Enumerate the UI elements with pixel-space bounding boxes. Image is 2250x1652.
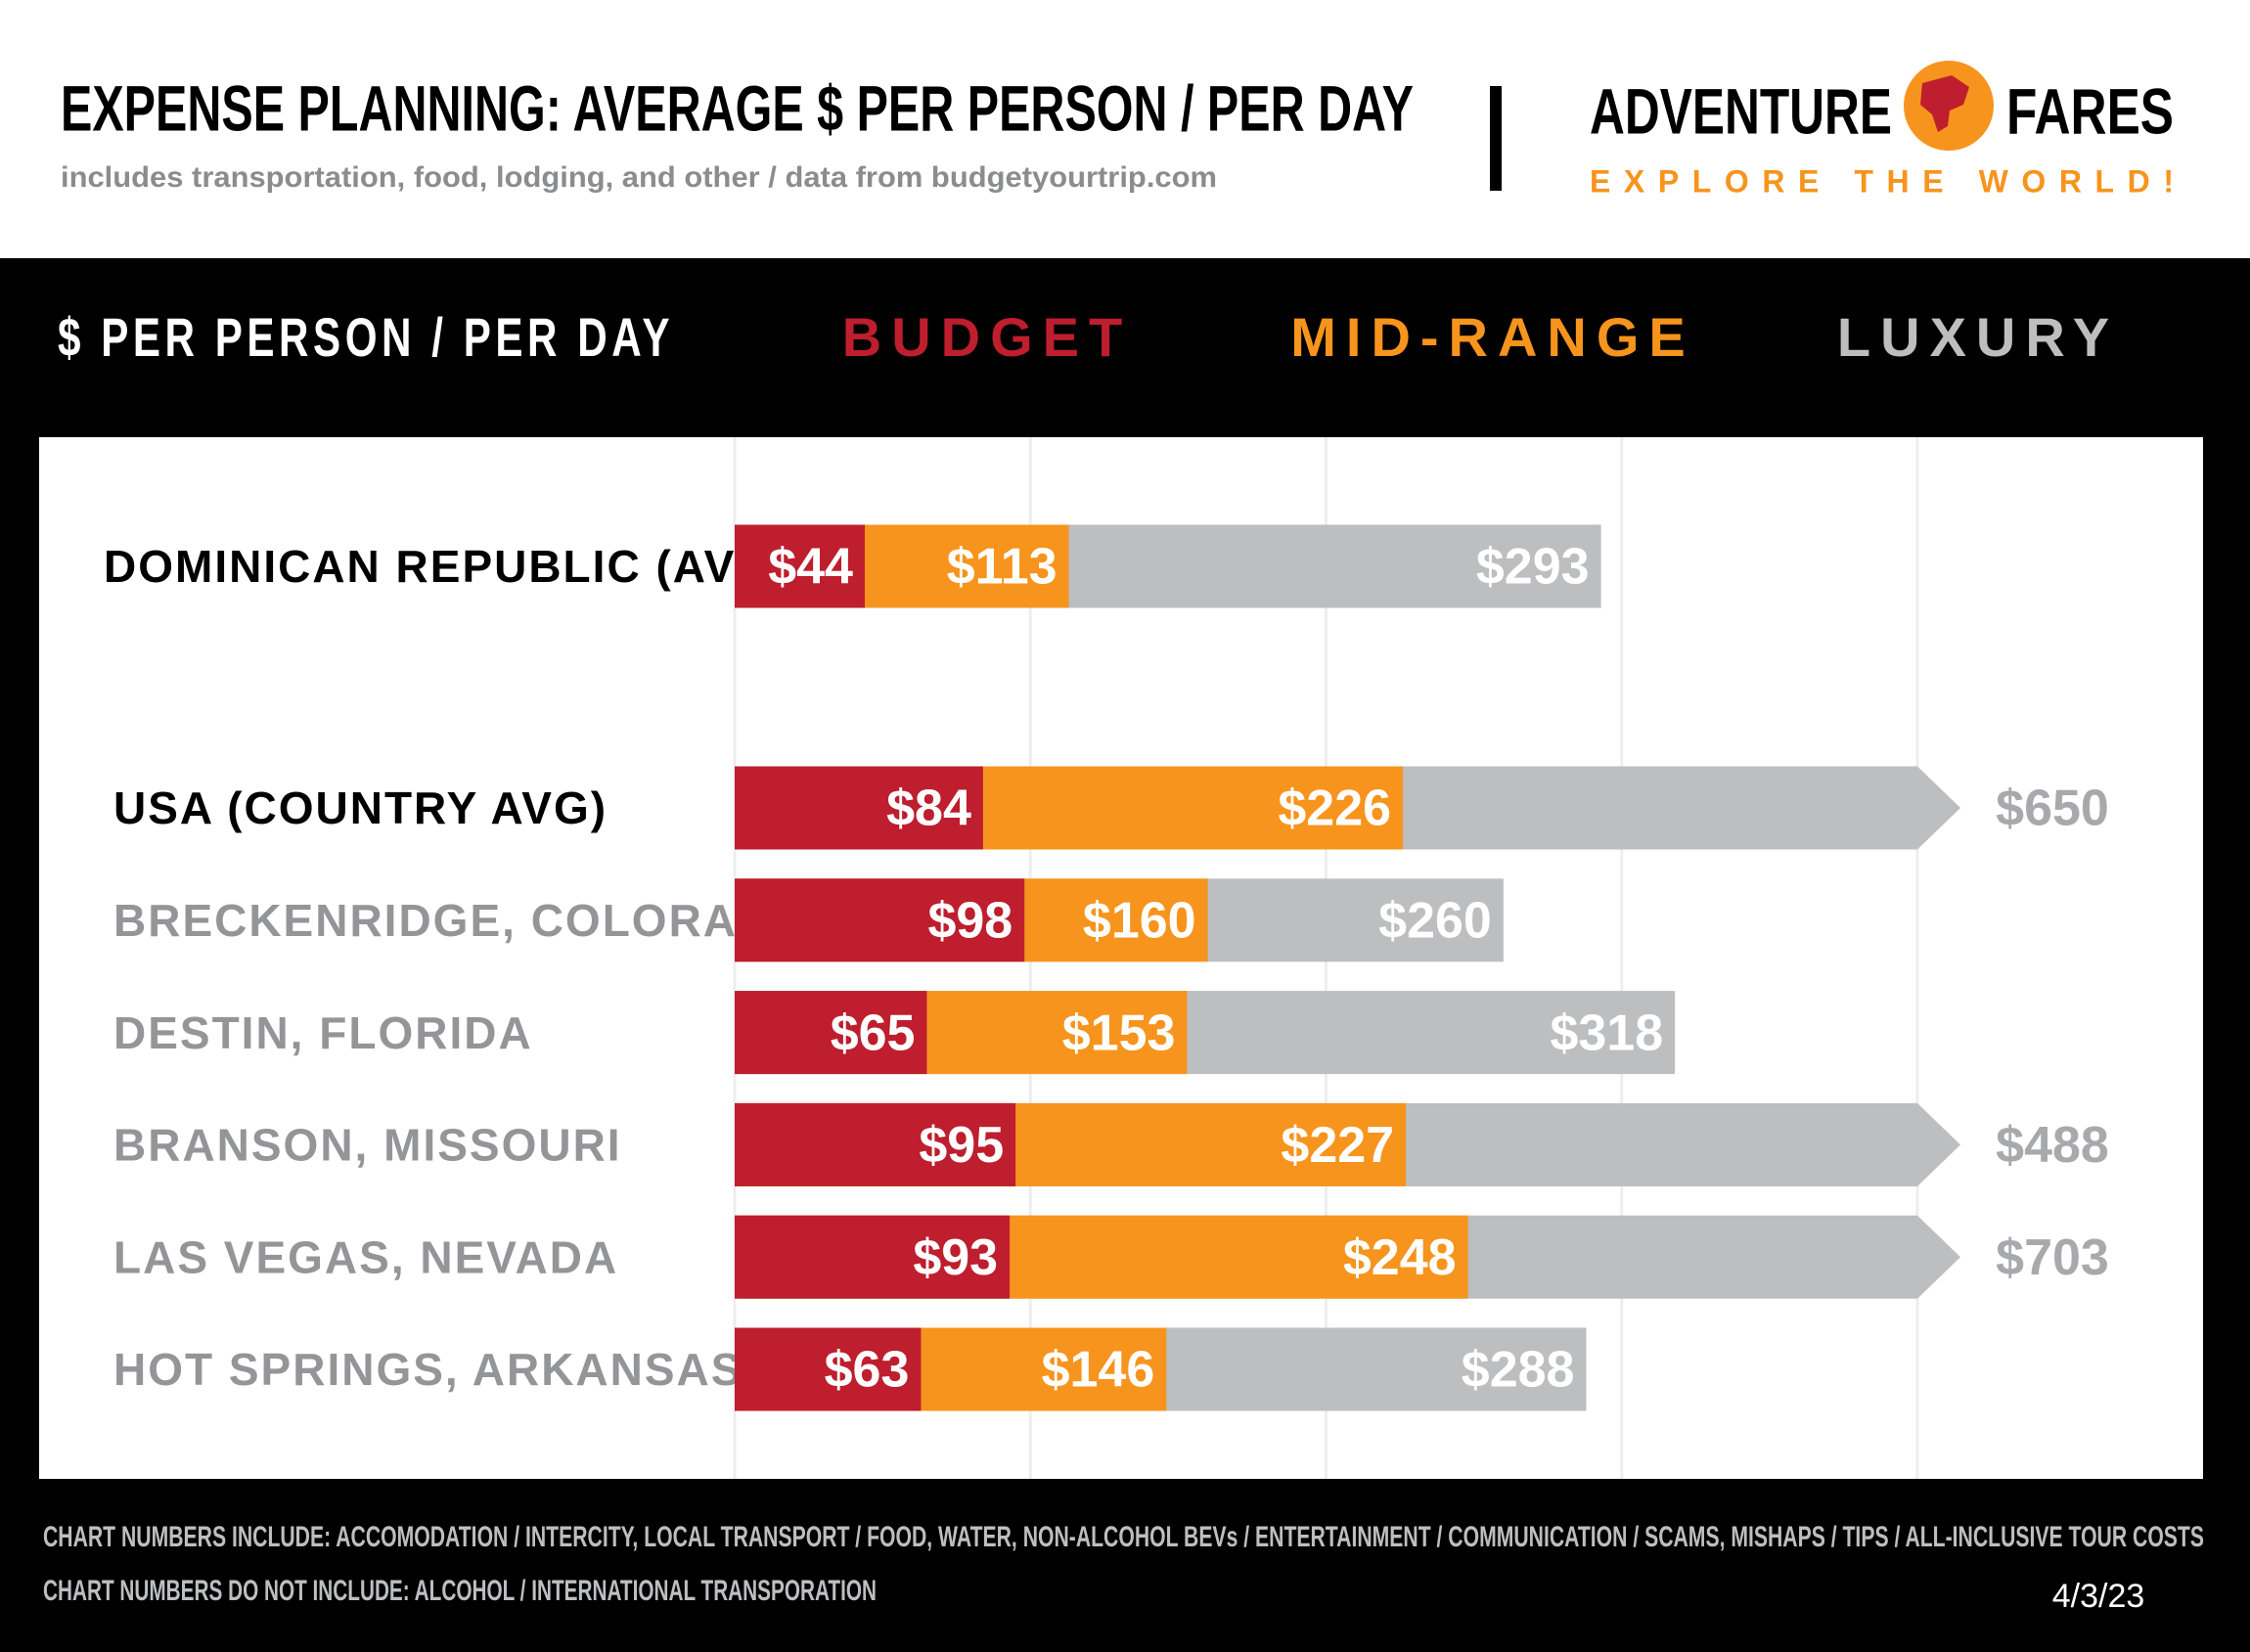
category-label: LAS VEGAS, NEVADA (113, 1231, 618, 1282)
divider (1490, 86, 1502, 191)
brand-right: FARES (2006, 74, 2174, 147)
category-label: BRANSON, MISSOURI (113, 1120, 622, 1171)
value-label: $93 (913, 1229, 998, 1286)
chart-subtitle: includes transportation, food, lodging, … (61, 161, 1217, 194)
category-label: DESTIN, FLORIDA (113, 1007, 533, 1058)
footnote: CHART NUMBERS INCLUDE: ACCOMODATION / IN… (43, 1521, 2204, 1553)
bar (735, 1215, 1011, 1299)
value-label: $650 (1996, 781, 2109, 837)
brand-left: ADVENTURE (1590, 74, 1892, 147)
date: 4/3/23 (2052, 1578, 2145, 1615)
category-label: BRECKENRIDGE, COLORADO (113, 895, 809, 946)
header-background (0, 0, 2250, 258)
value-label: $160 (1083, 893, 1196, 950)
bar (735, 524, 865, 608)
legend-entry: LUXURY (1837, 306, 2119, 368)
category-label: HOT SPRINGS, ARKANSAS (113, 1344, 742, 1395)
value-label: $226 (1278, 781, 1391, 837)
value-label: $63 (825, 1342, 910, 1399)
value-label: $318 (1550, 1005, 1663, 1061)
value-label: $146 (1042, 1342, 1155, 1399)
overflow-arrow (1917, 1102, 1960, 1186)
legend-entry: BUDGET (842, 306, 1132, 368)
value-label: $95 (919, 1117, 1004, 1174)
bar (735, 1102, 1016, 1186)
category-label: DOMINICAN REPUBLIC (AVG) (104, 541, 789, 592)
bar (735, 766, 983, 850)
value-label: $293 (1476, 539, 1590, 596)
footnote: CHART NUMBERS DO NOT INCLUDE: ALCOHOL / … (43, 1575, 877, 1607)
overflow-arrow (1917, 1215, 1960, 1299)
overflow-arrow (1917, 766, 1960, 850)
value-label: $84 (886, 781, 971, 837)
chart-title: EXPENSE PLANNING: AVERAGE $ PER PERSON /… (61, 71, 1414, 144)
value-label: $227 (1281, 1117, 1394, 1174)
logo-map (1920, 75, 1969, 132)
bar (735, 991, 927, 1075)
value-label: $248 (1343, 1229, 1457, 1286)
value-label: $260 (1378, 893, 1492, 950)
value-label: $113 (947, 539, 1058, 596)
legend-entry: MID-RANGE (1290, 306, 1695, 368)
x-axis-label: $ PER PERSON / PER DAY (58, 306, 674, 368)
bar (735, 1327, 922, 1411)
value-label: $98 (927, 893, 1012, 950)
value-label: $153 (1062, 1005, 1176, 1061)
value-label: $44 (768, 539, 853, 596)
value-label: $65 (831, 1005, 916, 1061)
value-label: $488 (1996, 1117, 2109, 1174)
bar (735, 878, 1025, 962)
category-label: USA (COUNTRY AVG) (113, 782, 608, 833)
value-label: $288 (1462, 1342, 1575, 1399)
value-label: $703 (1996, 1229, 2109, 1286)
